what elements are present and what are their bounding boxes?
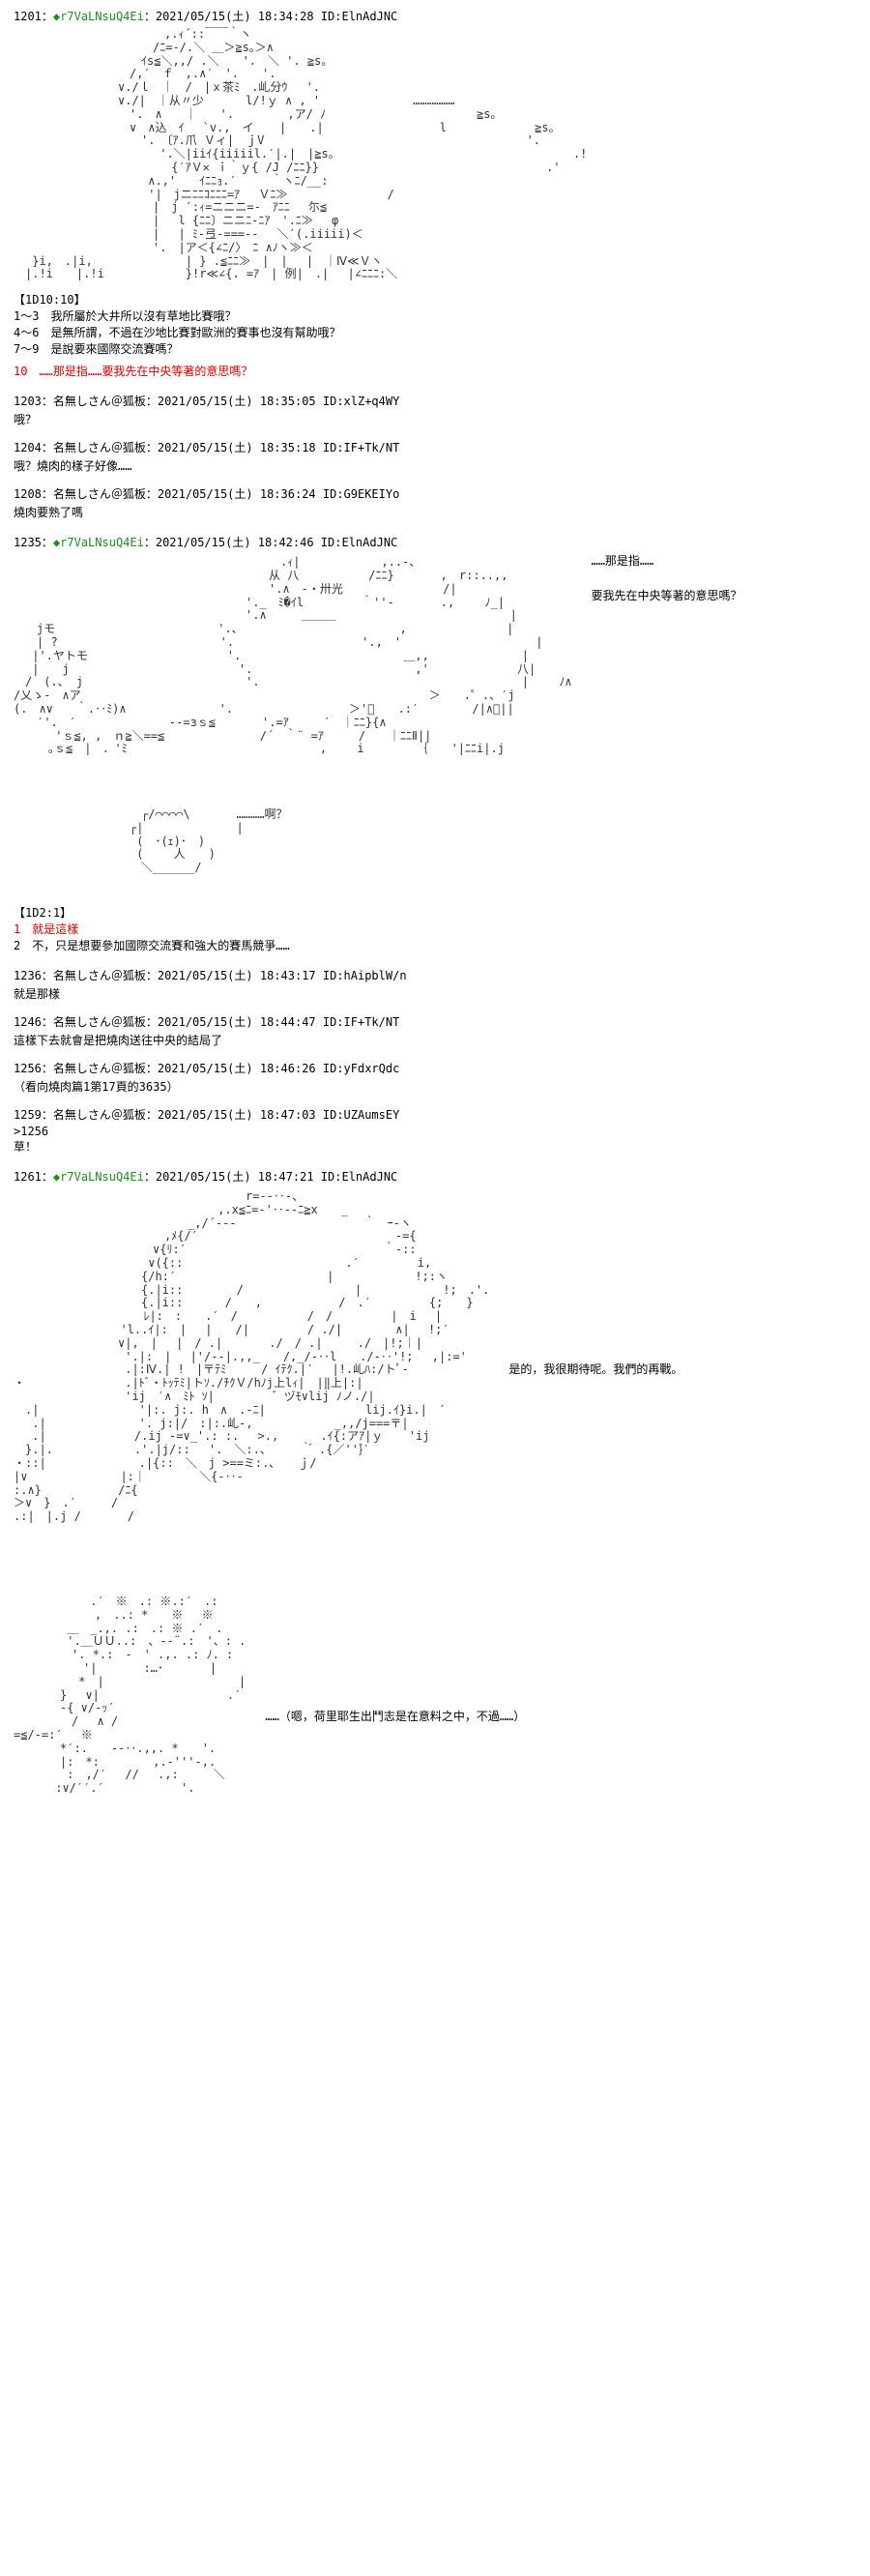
- tripcode: r7VaLNsuQ4Ei: [60, 10, 144, 23]
- poster-name: ：名無しさん＠狐板: [42, 1062, 146, 1075]
- dice-header: 【1D2:1】: [14, 904, 856, 921]
- post-meta: ：2021/05/15(土) 18:44:47 ID:IF+Tk/NT: [146, 1015, 399, 1029]
- post-1203: 1203：名無しさん＠狐板：2021/05/15(土) 18:35:05 ID:…: [14, 393, 856, 427]
- post-header: 1256：名無しさん＠狐板：2021/05/15(土) 18:46:26 ID:…: [14, 1060, 856, 1076]
- post-header: 1204：名無しさん＠狐板：2021/05/15(土) 18:35:18 ID:…: [14, 439, 856, 455]
- post-1246: 1246：名無しさん＠狐板：2021/05/15(土) 18:44:47 ID:…: [14, 1013, 856, 1048]
- post-meta: ：2021/05/15(土) 18:46:26 ID:yFdxrQdc: [146, 1062, 399, 1075]
- poster-name: ：名無しさん＠狐板: [42, 1015, 146, 1029]
- ascii-art: ,.ｨ´::￣￣｀ヽ /ﾆ=-/.＼ ＿＞≧s｡＞∧ ｲs≦＼,,/ .＼ '.…: [14, 28, 856, 281]
- post-1259: 1259：名無しさん＠狐板：2021/05/15(土) 18:47:03 ID:…: [14, 1106, 856, 1155]
- post-number: 1236: [14, 969, 42, 982]
- post-header: 1236：名無しさん＠狐板：2021/05/15(土) 18:43:17 ID:…: [14, 967, 856, 983]
- post-meta: ：2021/05/15(土) 18:35:18 ID:IF+Tk/NT: [146, 441, 399, 454]
- post-number: 1201: [14, 10, 42, 23]
- aa-caption: ……那是指…… 要我先在中央等著的意思嗎？: [591, 552, 741, 604]
- post-body: 哦？燒肉的樣子好像……: [14, 457, 856, 474]
- dice-option: 7～9 是說要來國際交流賽嗎？: [14, 340, 856, 357]
- separator: ：: [42, 1170, 53, 1184]
- post-body: 燒肉要熟了嗎: [14, 504, 856, 520]
- post-1204: 1204：名無しさん＠狐板：2021/05/15(土) 18:35:18 ID:…: [14, 439, 856, 474]
- post-header: 1246：名無しさん＠狐板：2021/05/15(土) 18:44:47 ID:…: [14, 1013, 856, 1030]
- poster-name: ：名無しさん＠狐板: [42, 1108, 146, 1122]
- post-header: 1203：名無しさん＠狐板：2021/05/15(土) 18:35:05 ID:…: [14, 393, 856, 409]
- tripcode: r7VaLNsuQ4Ei: [60, 536, 144, 549]
- separator: ：: [42, 536, 53, 549]
- ascii-art-small: ┌/⌒⌒⌒⌒\ …………啊？ ┌| | ( ･(ｪ)･ ) ( 人 ) ＼___…: [14, 808, 856, 875]
- caption-line: 要我先在中央等著的意思嗎？: [591, 589, 741, 602]
- post-number: 1203: [14, 395, 42, 408]
- post-number: 1204: [14, 441, 42, 454]
- post-1208: 1208：名無しさん＠狐板：2021/05/15(土) 18:36:24 ID:…: [14, 485, 856, 520]
- aa-caption: 是的，我很期待呢。我們的再戰。: [508, 1361, 682, 1378]
- post-body: （看向燒肉篇1第17頁的3635）: [14, 1078, 856, 1095]
- post-body: 就是那樣: [14, 985, 856, 1002]
- post-1256: 1256：名無しさん＠狐板：2021/05/15(土) 18:46:26 ID:…: [14, 1060, 856, 1095]
- dice-result: 1 就是這樣: [14, 921, 856, 937]
- post-number: 1246: [14, 1015, 42, 1029]
- caption-line: ……（嗯，荷里耶生出鬥志是在意料之中，不過……）: [265, 1710, 525, 1723]
- post-number: 1235: [14, 536, 42, 549]
- post-number: 1208: [14, 487, 42, 501]
- tripcode: r7VaLNsuQ4Ei: [60, 1170, 144, 1184]
- post-1201: 1201：◆r7VaLNsuQ4Ei：2021/05/15(土) 18:34:2…: [14, 8, 856, 379]
- post-number: 1256: [14, 1062, 42, 1075]
- post-meta: ：2021/05/15(土) 18:47:21 ID:ElnAdJNC: [144, 1170, 397, 1184]
- dice-option: 2 不，只是想要參加國際交流賽和強大的賽馬競爭……: [14, 937, 856, 953]
- post-body: 這樣下去就會是把燒肉送往中央的結局了: [14, 1032, 856, 1048]
- poster-name: ：名無しさん＠狐板: [42, 969, 146, 982]
- post-meta: ：2021/05/15(土) 18:43:17 ID:hAipblW/n: [146, 969, 407, 982]
- post-meta: ：2021/05/15(土) 18:35:05 ID:xlZ+q4WY: [146, 395, 399, 408]
- post-header: 1208：名無しさん＠狐板：2021/05/15(土) 18:36:24 ID:…: [14, 485, 856, 502]
- ascii-art: r=--‥-、 ,.x≦ﾆ=‐'‥‐-ﾆ≧x _ _,/´--‐ ｀ ｰ-ヽ ,…: [14, 1190, 489, 1524]
- post-meta: ：2021/05/15(土) 18:42:46 ID:ElnAdJNC: [144, 536, 397, 549]
- post-meta: ：2021/05/15(土) 18:47:03 ID:UZAumsEY: [146, 1108, 399, 1122]
- post-1235: 1235：◆r7VaLNsuQ4Ei：2021/05/15(土) 18:42:4…: [14, 534, 856, 953]
- poster-name: ：名無しさん＠狐板: [42, 395, 146, 408]
- dice-header: 【1D10:10】: [14, 291, 856, 307]
- separator: ：: [42, 10, 53, 23]
- dice-option: 1～3 我所屬於大井所以沒有草地比賽哦？: [14, 307, 856, 324]
- caption-line: 是的，我很期待呢。我們的再戰。: [508, 1362, 682, 1376]
- dice-option: 4～6 是無所謂，不過在沙地比賽對歐洲的賽事也沒有幫助哦？: [14, 324, 856, 340]
- post-body: >1256 草！: [14, 1125, 856, 1155]
- poster-name: ：名無しさん＠狐板: [42, 441, 146, 454]
- poster-name: ：名無しさん＠狐板: [42, 487, 146, 501]
- ascii-art: .ｨ| ,..-、 从 八 /ﾆﾆ} , r::..,, '.∧ -・卅光 /|…: [14, 556, 571, 756]
- post-1261: 1261：◆r7VaLNsuQ4Ei：2021/05/15(土) 18:47:2…: [14, 1168, 856, 1805]
- post-header: 1259：名無しさん＠狐板：2021/05/15(土) 18:47:03 ID:…: [14, 1106, 856, 1123]
- post-meta: ：2021/05/15(土) 18:34:28 ID:ElnAdJNC: [144, 10, 397, 23]
- post-meta: ：2021/05/15(土) 18:36:24 ID:G9EKEIYo: [146, 487, 399, 501]
- ascii-art-bottom: .′ ※ .: ※.:′ .: , ..: * ※ ※ ＿ _.,. .: .:…: [14, 1595, 246, 1796]
- aa-caption: ……（嗯，荷里耶生出鬥志是在意料之中，不過……）: [265, 1708, 525, 1725]
- post-header: 1261：◆r7VaLNsuQ4Ei：2021/05/15(土) 18:47:2…: [14, 1168, 856, 1185]
- post-body: 哦？: [14, 411, 856, 427]
- caption-line: ……那是指……: [591, 554, 653, 568]
- post-number: 1261: [14, 1170, 42, 1184]
- post-number: 1259: [14, 1108, 42, 1122]
- post-header: 1235：◆r7VaLNsuQ4Ei：2021/05/15(土) 18:42:4…: [14, 534, 856, 550]
- post-1236: 1236：名無しさん＠狐板：2021/05/15(土) 18:43:17 ID:…: [14, 967, 856, 1002]
- post-header: 1201：◆r7VaLNsuQ4Ei：2021/05/15(土) 18:34:2…: [14, 8, 856, 24]
- dice-result: 10 ……那是指……要我先在中央等著的意思嗎？: [14, 363, 856, 379]
